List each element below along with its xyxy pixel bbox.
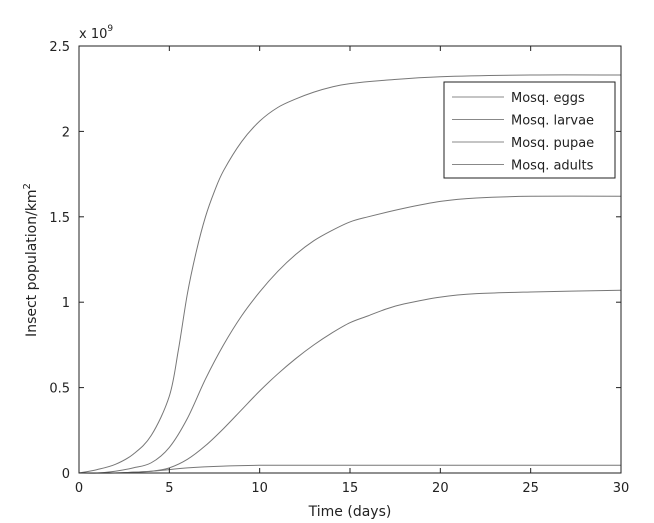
series-line-2: [78, 195, 622, 474]
x-tick-label: 15: [342, 481, 359, 496]
y-axis-label: Insect population/km2: [22, 183, 40, 337]
legend-label-2: Mosq. larvae: [511, 114, 594, 129]
y-tick-label: 2.5: [49, 40, 70, 55]
series-line-1: [78, 74, 622, 474]
legend-label-4: Mosq. adults: [511, 159, 594, 174]
y-multiplier-exponent: 9: [107, 24, 113, 34]
legend-label-1: Mosq. eggs: [511, 91, 585, 106]
series-line-4: [78, 464, 621, 474]
ticks-layer: 0 5 10 15 20 25 30 0 0.5 1 1.5 2 2.5: [49, 40, 629, 496]
x-tick-label: 5: [165, 481, 173, 496]
x-tick-label: 30: [613, 481, 630, 496]
y-tick-label: 1.5: [49, 211, 70, 226]
x-tick-label: 25: [522, 481, 539, 496]
y-axis-label-superscript: 2: [22, 183, 33, 189]
series-line-3: [78, 289, 622, 474]
x-axis-label: Time (days): [308, 504, 392, 520]
legend-label-3: Mosq. pupae: [511, 136, 594, 151]
y-tick-label: 2: [62, 125, 70, 140]
y-tick-label: 0.5: [49, 382, 70, 397]
legend-box: [443, 81, 616, 179]
x-tick-label: 0: [75, 481, 83, 496]
series-layer: [78, 74, 622, 474]
y-tick-label: 0: [62, 467, 70, 482]
x-tick-label: 10: [251, 481, 268, 496]
legend-entries: Mosq. eggs Mosq. larvae Mosq. pupae Mosq. a…: [452, 91, 594, 174]
y-multiplier-label: x 109: [79, 24, 113, 42]
y-tick-label: 1: [62, 296, 70, 311]
legend: Mosq. eggs Mosq. larvae Mosq. pupae Mosq. a…: [443, 81, 616, 179]
x-tick-label: 20: [432, 481, 449, 496]
